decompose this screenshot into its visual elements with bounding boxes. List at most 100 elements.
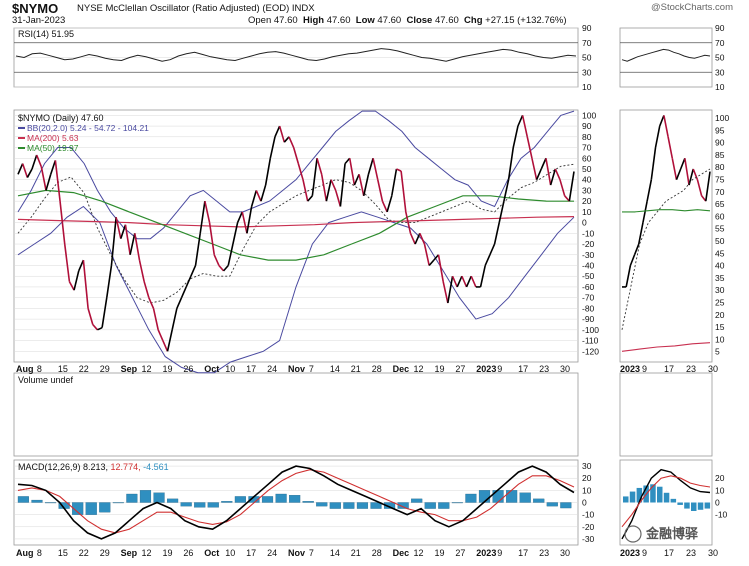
price-mini-segment [629, 254, 636, 266]
price-segment [367, 158, 374, 175]
bb-upper-line [17, 110, 575, 240]
macd-mini-histogram-bar [623, 496, 629, 503]
price-segment [358, 174, 365, 196]
price-mini-segment [675, 168, 682, 180]
price-legend-item: MA(200) 5.63 [27, 133, 79, 143]
price-segment [204, 200, 211, 223]
price-mini-x-tick-label: 23 [686, 364, 696, 374]
macd-histogram-bar [356, 502, 369, 509]
price-segment [190, 265, 197, 277]
price-mini-x-tick-label: 2023 [620, 364, 640, 374]
price-mini-y-tick-label: 20 [715, 310, 725, 320]
price-y-tick-label: -100 [582, 325, 599, 335]
price-mini-panel-frame [619, 109, 713, 363]
price-x-tick-label: 28 [372, 364, 382, 374]
price-segment [405, 211, 412, 234]
price-segment [386, 195, 393, 213]
macd-histogram-bar [519, 492, 531, 503]
macd-signal-line [17, 469, 575, 534]
macd-mini-histogram-bar [650, 484, 656, 503]
price-panel-frame [13, 109, 579, 363]
macd-x-tick-label: 14 [330, 548, 340, 558]
price-mini-y-tick-label: 50 [715, 236, 725, 246]
symbol-description: NYSE McClellan Oscillator (Ratio Adjuste… [77, 3, 315, 14]
price-segment [376, 179, 384, 202]
price-segment [105, 265, 113, 298]
price-segment [554, 168, 561, 181]
price-segment [414, 232, 421, 245]
price-mini-y-tick-label: 90 [715, 138, 725, 148]
price-segment [549, 168, 557, 186]
price-mini-y-tick-label: 60 [715, 211, 725, 221]
macd-mini-x-tick-label: 23 [686, 548, 696, 558]
ma50-line [17, 189, 575, 261]
price-x-tick-label: 29 [100, 364, 110, 374]
macd-y-tick-label: -20 [582, 522, 595, 532]
macd-signal-value: 12.774, [111, 462, 144, 472]
date-label: 31-Jan-2023 [12, 15, 66, 26]
price-segment [461, 275, 468, 288]
price-mini-segment [700, 195, 707, 202]
price-segment [353, 174, 360, 186]
rsi-label: RSI(14) 51.95 [18, 29, 74, 39]
price-segment [124, 224, 131, 255]
brand-watermark: 金融博驿 [645, 526, 699, 541]
price-segment [451, 275, 458, 288]
price-segment [348, 158, 356, 186]
macd-histogram-bar [560, 502, 572, 509]
price-mini-segment [679, 157, 686, 170]
price-segment [17, 163, 24, 175]
price-segment [40, 166, 47, 191]
macd-histogram-bar [126, 493, 138, 503]
price-segment [307, 195, 313, 202]
price-y-tick-label: -10 [582, 228, 595, 238]
price-segment [503, 179, 510, 202]
price-segment [419, 232, 426, 245]
price-mini-segment [633, 243, 640, 256]
macd-x-tick-label: 17 [246, 548, 256, 558]
price-mini-y-tick-label: 25 [715, 298, 725, 308]
high-label: High [302, 15, 325, 26]
price-x-tick-label: 14 [330, 364, 340, 374]
price-segment [283, 136, 290, 143]
price-segment [227, 243, 234, 266]
macd-histogram-bar [72, 502, 84, 515]
price-x-tick-label: 19 [434, 364, 444, 374]
price-segment [68, 281, 75, 291]
ohlc-readout: Open 47.60 High 47.60 Low 47.60 Close 47… [248, 15, 567, 26]
price-segment [292, 147, 300, 164]
price-segment [507, 147, 515, 180]
price-segment [311, 158, 318, 196]
price-segment [512, 125, 519, 148]
price-segment [171, 308, 178, 331]
macd-x-tick-label: Oct [204, 548, 219, 558]
price-segment [45, 174, 52, 191]
rsi-y-tick-label: 30 [582, 67, 592, 77]
price-segment [489, 243, 496, 256]
macd-mini-histogram-bar [684, 502, 690, 509]
macd-x-tick-label: 7 [309, 548, 314, 558]
ma50-mini-line [622, 209, 711, 213]
price-segment [316, 158, 323, 175]
price-y-tick-label: 50 [582, 164, 592, 174]
macd-mini-histogram-bar [704, 502, 711, 509]
price-segment [447, 276, 454, 304]
macd-histogram-bar [343, 502, 355, 509]
macd-histogram-bar [194, 502, 206, 508]
low-label: Low [355, 15, 375, 26]
rsi-mini-y-tick-label: 50 [715, 53, 725, 63]
macd-histogram-bar [533, 498, 545, 503]
price-mini-segment [646, 179, 653, 202]
price-segment [138, 259, 145, 282]
macd-x-tick-label: 19 [434, 548, 444, 558]
price-mini-y-tick-label: 15 [715, 322, 725, 332]
macd-x-tick-label: 27 [455, 548, 465, 558]
price-y-tick-label: -50 [582, 271, 595, 281]
bb-middle-mini-line [621, 168, 711, 330]
price-y-tick-label: 80 [582, 132, 592, 142]
price-segment [325, 179, 332, 202]
price-segment [423, 243, 430, 266]
macd-y-tick-label: 10 [582, 485, 592, 495]
price-mini-y-tick-label: 10 [715, 334, 725, 344]
price-x-tick-label: 8 [37, 364, 42, 374]
